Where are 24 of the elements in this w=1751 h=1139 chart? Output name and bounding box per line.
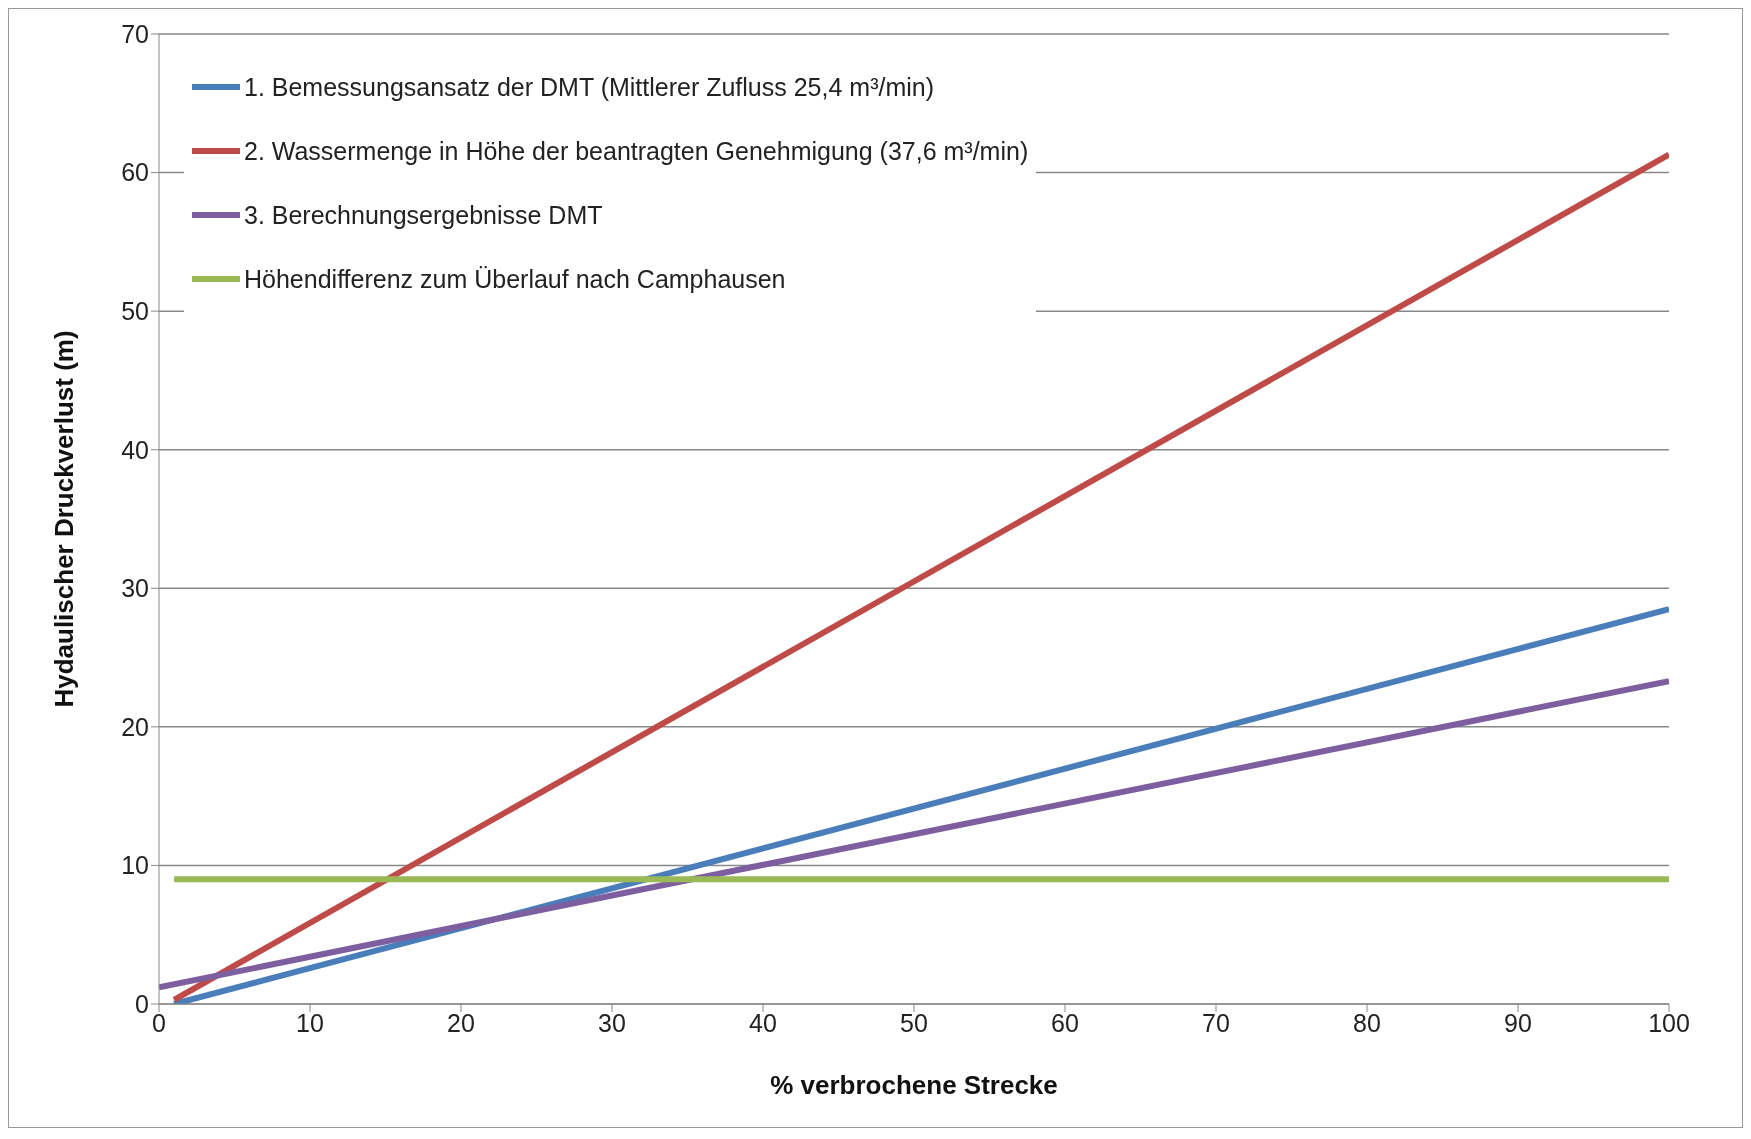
legend-label: 2. Wassermenge in Höhe der beantragten Genehmigung (37,6 m³/min) [244, 136, 1029, 166]
y-tick-label: 30 [121, 574, 149, 603]
y-tick-label: 70 [121, 19, 149, 48]
x-tick-label: 30 [598, 1008, 626, 1037]
y-tick-label: 20 [121, 712, 149, 741]
x-tick-label: 90 [1504, 1008, 1532, 1037]
x-axis-title: % verbrochene Strecke [770, 1070, 1058, 1100]
legend-label: Höhendifferenz zum Überlauf nach Camphausen [244, 264, 786, 294]
y-tick-label: 50 [121, 297, 149, 326]
x-tick-label: 20 [447, 1008, 475, 1037]
y-axis-title: Hydaulischer Druckverlust (m) [49, 330, 80, 708]
legend-label: 1. Bemessungsansatz der DMT (Mittlerer Zufluss 25,4 m³/min) [244, 72, 935, 102]
x-tick-label: 80 [1353, 1008, 1381, 1037]
legend-label: 3. Berechnungsergebnisse DMT [244, 200, 603, 230]
y-tick-label: 40 [121, 435, 149, 464]
x-tick-label: 50 [900, 1008, 928, 1037]
x-tick-label: 10 [296, 1008, 324, 1037]
x-tick-label: 100 [1648, 1008, 1690, 1037]
x-tick-label: 60 [1051, 1008, 1079, 1037]
y-tick-label: 10 [121, 851, 149, 880]
x-tick-label: 70 [1202, 1008, 1230, 1037]
x-tick-label: 40 [749, 1008, 777, 1037]
y-tick-label: 60 [121, 158, 149, 187]
y-tick-label: 0 [135, 989, 149, 1018]
